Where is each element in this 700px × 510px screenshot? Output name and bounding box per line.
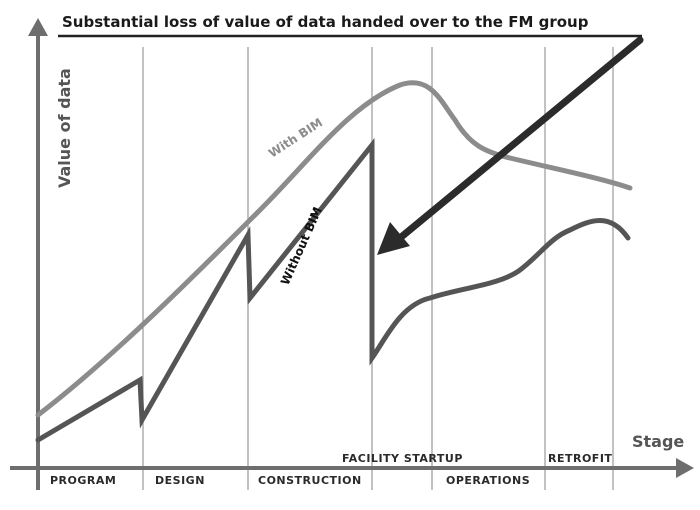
loss-arrow (377, 36, 644, 255)
y-axis-arrowhead (28, 18, 48, 36)
stage-label-program: PROGRAM (50, 474, 116, 487)
diagram-title: Substantial loss of value of data handed… (62, 13, 589, 31)
stage-dividers (142, 47, 614, 490)
stage-label-facility-startup: FACILITY STARTUP (342, 452, 463, 465)
with-bim-curve (35, 80, 633, 418)
stage-label-retrofit: RETROFIT (548, 452, 612, 465)
y-axis-label: Value of data (55, 68, 74, 188)
without-bim-label: Without BIM (278, 205, 325, 287)
x-axis-label: Stage (632, 432, 684, 451)
x-axis-arrowhead (676, 458, 694, 478)
stage-label-operations: OPERATIONS (446, 474, 530, 487)
stage-label-construction: CONSTRUCTION (258, 474, 362, 487)
without-bim-curve (35, 137, 631, 443)
stage-label-design: DESIGN (155, 474, 205, 487)
